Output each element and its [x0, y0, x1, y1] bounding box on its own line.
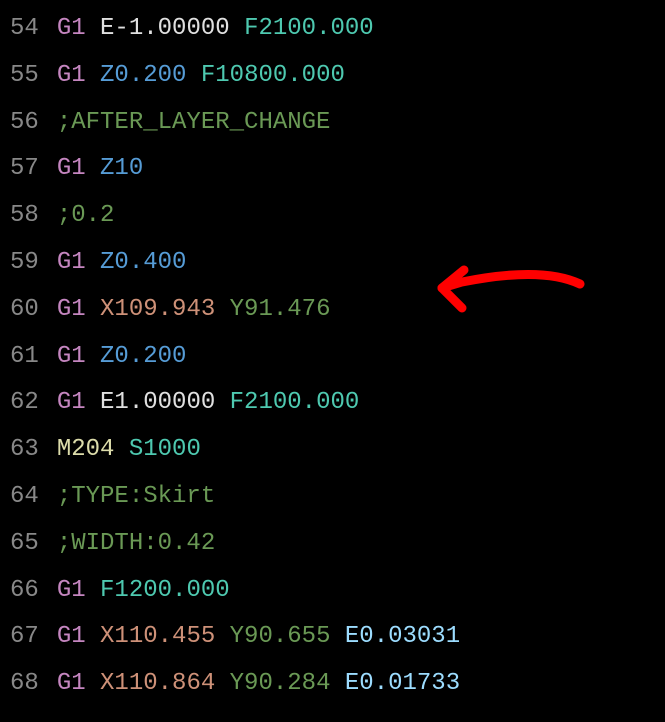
code-line[interactable]: G1 E1.00000 F2100.000 [57, 380, 665, 427]
line-number: 54 [10, 6, 39, 53]
code-token: Y91.476 [230, 296, 331, 323]
code-token [86, 623, 100, 650]
code-line[interactable]: ;AFTER_LAYER_CHANGE [57, 100, 665, 147]
line-number: 56 [10, 100, 39, 147]
code-line[interactable]: ;0.2 [57, 193, 665, 240]
code-token [86, 670, 100, 697]
code-token: Y90.655 [230, 623, 331, 650]
code-token [86, 155, 100, 182]
code-token [215, 670, 229, 697]
line-number: 68 [10, 661, 39, 708]
code-line[interactable]: G1 Z0.200 F10800.000 [57, 53, 665, 100]
code-token: F1200.000 [100, 577, 230, 604]
code-token: F2100.000 [230, 389, 360, 416]
code-token [230, 15, 244, 42]
code-token: G1 [57, 389, 86, 416]
code-token: E0.01733 [345, 670, 460, 697]
line-number: 64 [10, 474, 39, 521]
code-token [330, 670, 344, 697]
code-token: E0.03031 [345, 623, 460, 650]
code-line[interactable]: G1 F1200.000 [57, 568, 665, 615]
code-token [86, 296, 100, 323]
line-number: 57 [10, 146, 39, 193]
code-token [86, 249, 100, 276]
code-token: G1 [57, 15, 86, 42]
line-number: 65 [10, 521, 39, 568]
code-token: ;TYPE:Skirt [57, 483, 215, 510]
line-number: 67 [10, 614, 39, 661]
code-editor: 545556575859606162636465666768 G1 E-1.00… [0, 0, 665, 708]
code-token: Z10 [100, 155, 143, 182]
code-token: ;0.2 [57, 202, 115, 229]
line-number-gutter: 545556575859606162636465666768 [0, 6, 57, 708]
code-token [330, 623, 344, 650]
code-token [215, 389, 229, 416]
code-token: F10800.000 [201, 62, 345, 89]
code-line[interactable]: G1 X109.943 Y91.476 [57, 287, 665, 334]
line-number: 66 [10, 568, 39, 615]
code-line[interactable]: G1 Z0.200 [57, 334, 665, 381]
code-token: S1000 [129, 436, 201, 463]
line-number: 59 [10, 240, 39, 287]
code-token [86, 15, 100, 42]
code-token [215, 623, 229, 650]
code-token: ;AFTER_LAYER_CHANGE [57, 109, 331, 136]
code-token: X110.864 [100, 670, 215, 697]
code-token: G1 [57, 249, 86, 276]
code-token: G1 [57, 296, 86, 323]
code-line[interactable]: ;WIDTH:0.42 [57, 521, 665, 568]
code-token [86, 62, 100, 89]
code-line[interactable]: G1 X110.864 Y90.284 E0.01733 [57, 661, 665, 708]
code-token: E1.00000 [100, 389, 215, 416]
code-token: X110.455 [100, 623, 215, 650]
code-token: X109.943 [100, 296, 215, 323]
code-token: G1 [57, 343, 86, 370]
line-number: 58 [10, 193, 39, 240]
code-token: Z0.200 [100, 62, 186, 89]
code-token: Y90.284 [230, 670, 331, 697]
code-token: G1 [57, 62, 86, 89]
code-token [114, 436, 128, 463]
code-line[interactable]: G1 Z0.400 [57, 240, 665, 287]
code-token: G1 [57, 577, 86, 604]
line-number: 62 [10, 380, 39, 427]
code-content[interactable]: G1 E-1.00000 F2100.000G1 Z0.200 F10800.0… [57, 6, 665, 708]
line-number: 61 [10, 334, 39, 381]
code-line[interactable]: G1 E-1.00000 F2100.000 [57, 6, 665, 53]
code-token [86, 577, 100, 604]
code-token: G1 [57, 623, 86, 650]
code-token [186, 62, 200, 89]
code-token: G1 [57, 670, 86, 697]
code-token: ;WIDTH:0.42 [57, 530, 215, 557]
code-token [86, 343, 100, 370]
code-line[interactable]: G1 X110.455 Y90.655 E0.03031 [57, 614, 665, 661]
code-token: G1 [57, 155, 86, 182]
code-token [215, 296, 229, 323]
code-token: M204 [57, 436, 115, 463]
code-line[interactable]: ;TYPE:Skirt [57, 474, 665, 521]
code-token: E-1.00000 [100, 15, 230, 42]
code-token: F2100.000 [244, 15, 374, 42]
code-line[interactable]: G1 Z10 [57, 146, 665, 193]
code-token: Z0.400 [100, 249, 186, 276]
line-number: 60 [10, 287, 39, 334]
line-number: 55 [10, 53, 39, 100]
code-token: Z0.200 [100, 343, 186, 370]
code-line[interactable]: M204 S1000 [57, 427, 665, 474]
line-number: 63 [10, 427, 39, 474]
code-token [86, 389, 100, 416]
